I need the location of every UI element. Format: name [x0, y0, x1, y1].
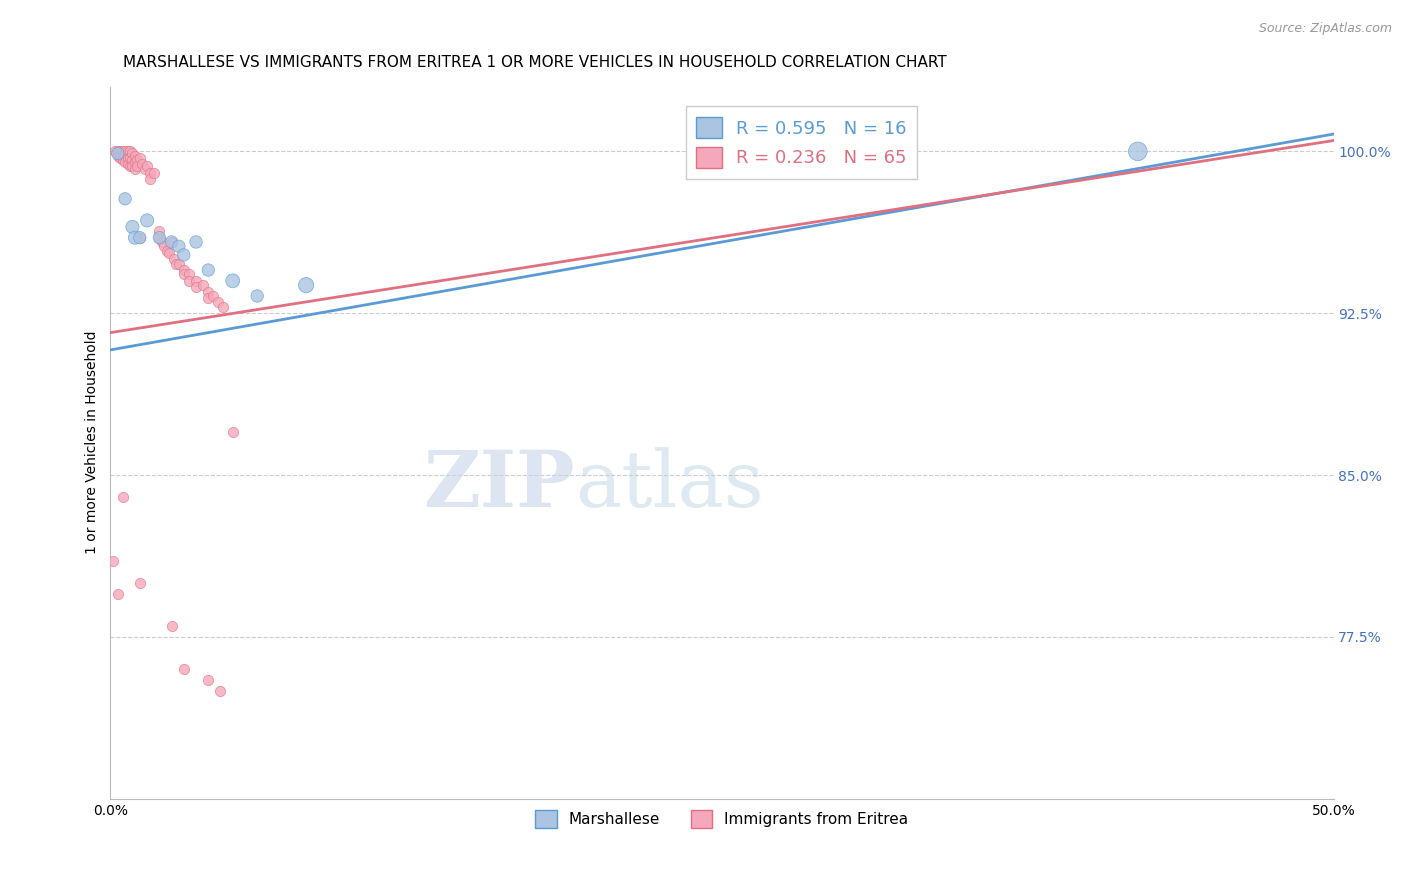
- Point: [148, 224, 170, 238]
- Point: [124, 148, 146, 162]
- Point: [111, 490, 134, 504]
- Point: [160, 235, 183, 249]
- Point: [136, 213, 159, 227]
- Point: [107, 148, 129, 162]
- Point: [127, 160, 149, 174]
- Point: [193, 278, 215, 293]
- Point: [207, 295, 229, 310]
- Point: [128, 230, 150, 244]
- Point: [107, 587, 129, 601]
- Point: [173, 268, 195, 282]
- Point: [136, 160, 159, 174]
- Point: [148, 230, 170, 244]
- Point: [184, 274, 207, 288]
- Point: [222, 425, 245, 439]
- Point: [167, 239, 190, 253]
- Point: [138, 166, 160, 180]
- Point: [128, 151, 150, 165]
- Text: MARSHALLESE VS IMMIGRANTS FROM ERITREA 1 OR MORE VEHICLES IN HOUSEHOLD CORRELATI: MARSHALLESE VS IMMIGRANTS FROM ERITREA 1…: [122, 55, 946, 70]
- Point: [246, 289, 269, 303]
- Point: [127, 153, 149, 167]
- Point: [107, 145, 129, 159]
- Point: [131, 157, 153, 171]
- Point: [160, 235, 183, 249]
- Text: ZIP: ZIP: [423, 448, 575, 524]
- Point: [150, 235, 173, 249]
- Point: [177, 274, 200, 288]
- Point: [148, 230, 170, 244]
- Point: [128, 576, 150, 591]
- Point: [111, 145, 134, 159]
- Point: [197, 285, 219, 299]
- Point: [177, 268, 200, 282]
- Point: [121, 160, 143, 174]
- Point: [167, 256, 190, 270]
- Point: [184, 280, 207, 294]
- Point: [104, 145, 127, 159]
- Point: [1126, 145, 1149, 159]
- Point: [114, 192, 136, 206]
- Point: [108, 148, 131, 162]
- Point: [121, 153, 143, 167]
- Point: [108, 145, 131, 159]
- Point: [124, 230, 146, 244]
- Point: [160, 619, 183, 633]
- Point: [118, 145, 141, 159]
- Y-axis label: 1 or more Vehicles in Household: 1 or more Vehicles in Household: [86, 331, 100, 555]
- Point: [117, 145, 139, 159]
- Point: [107, 146, 129, 161]
- Legend: Marshallese, Immigrants from Eritrea: Marshallese, Immigrants from Eritrea: [529, 804, 915, 834]
- Point: [118, 151, 141, 165]
- Point: [166, 256, 188, 270]
- Point: [173, 248, 195, 262]
- Point: [111, 153, 134, 167]
- Point: [124, 155, 146, 169]
- Point: [143, 166, 166, 180]
- Point: [153, 239, 176, 253]
- Point: [114, 155, 136, 169]
- Point: [295, 278, 318, 293]
- Text: atlas: atlas: [575, 448, 763, 524]
- Point: [138, 172, 160, 186]
- Point: [121, 146, 143, 161]
- Point: [117, 157, 139, 171]
- Point: [114, 148, 136, 162]
- Point: [197, 263, 219, 277]
- Point: [209, 684, 232, 698]
- Point: [128, 230, 150, 244]
- Point: [101, 554, 124, 568]
- Point: [156, 244, 179, 258]
- Point: [111, 148, 134, 162]
- Point: [197, 291, 219, 305]
- Text: Source: ZipAtlas.com: Source: ZipAtlas.com: [1258, 22, 1392, 36]
- Point: [124, 161, 146, 176]
- Point: [222, 274, 245, 288]
- Point: [173, 263, 195, 277]
- Point: [212, 300, 235, 314]
- Point: [118, 160, 141, 174]
- Point: [114, 145, 136, 159]
- Point: [163, 252, 186, 267]
- Point: [202, 289, 225, 303]
- Point: [173, 662, 195, 676]
- Point: [184, 235, 207, 249]
- Point: [117, 151, 139, 165]
- Point: [134, 161, 156, 176]
- Point: [121, 219, 143, 234]
- Point: [157, 245, 180, 260]
- Point: [108, 151, 131, 165]
- Point: [197, 673, 219, 687]
